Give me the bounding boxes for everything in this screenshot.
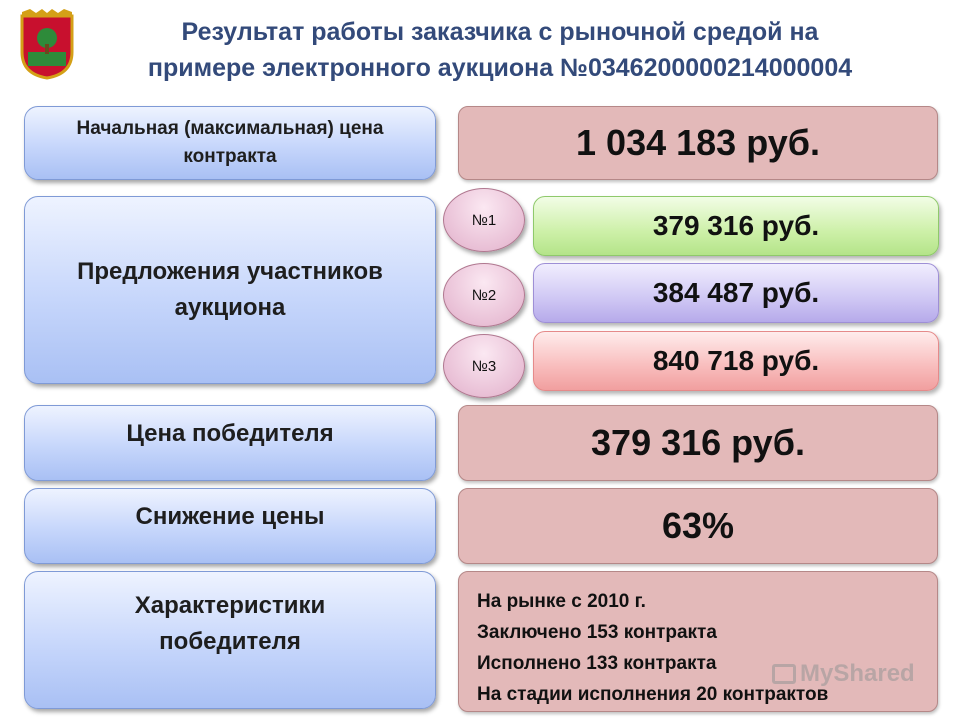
title-line-1: Результат работы заказчика с рыночной ср… xyxy=(181,18,819,46)
watermark-text: MyShared xyxy=(800,660,915,687)
winner-characteristics-panel: На рынке с 2010 г. Заключено 153 контрак… xyxy=(458,571,938,712)
bid-1-value: 379 316 руб. xyxy=(533,196,939,256)
winner-price-value: 379 316 руб. xyxy=(458,405,938,481)
bid-2-value: 384 487 руб. xyxy=(533,263,939,323)
watermark-icon xyxy=(772,664,796,684)
page-title: Результат работы заказчика с рыночной ср… xyxy=(95,14,905,86)
winner-characteristics-label: Характеристики победителя xyxy=(24,571,436,709)
winner-characteristic-line: На стадии исполнения 20 контрактов xyxy=(477,684,829,705)
winner-characteristic-line: Исполнено 133 контракта xyxy=(477,653,717,674)
initial-price-label: Начальная (максимальная) цена контракта xyxy=(24,106,436,180)
bid-2-number-badge: №2 xyxy=(443,263,525,327)
bid-3-number-badge: №3 xyxy=(443,334,525,398)
winner-price-label: Цена победителя xyxy=(24,405,436,481)
price-reduction-value: 63% xyxy=(458,488,938,564)
bids-label: Предложения участников аукциона xyxy=(24,196,436,384)
title-line-2: примере электронного аукциона №034620000… xyxy=(147,54,853,82)
winner-characteristic-line: Заключено 153 контракта xyxy=(477,622,717,643)
watermark: MyShared xyxy=(772,659,922,689)
initial-price-value: 1 034 183 руб. xyxy=(458,106,938,180)
winner-characteristic-line: На рынке с 2010 г. xyxy=(477,591,646,612)
bid-3-value: 840 718 руб. xyxy=(533,331,939,391)
coat-of-arms-icon xyxy=(20,9,74,80)
bid-1-number-badge: №1 xyxy=(443,188,525,252)
price-reduction-label: Снижение цены xyxy=(24,488,436,564)
